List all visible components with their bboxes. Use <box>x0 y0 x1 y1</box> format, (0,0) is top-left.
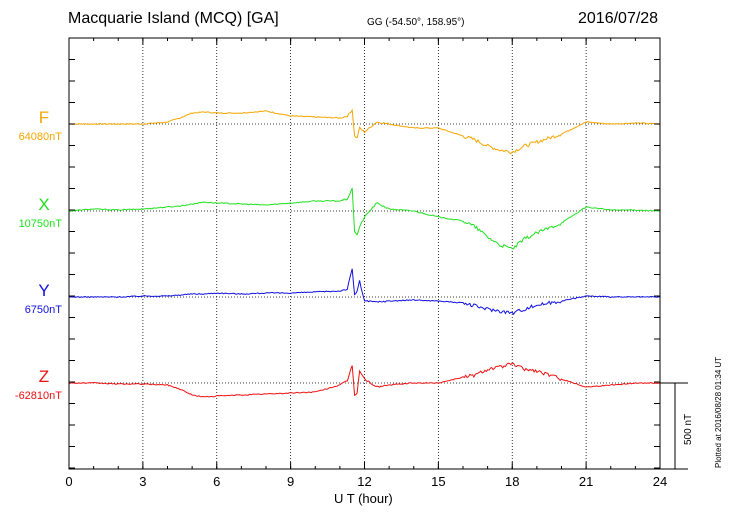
x-tick-label: 21 <box>579 474 593 489</box>
station-coordinates: GG (-54.50°, 158.95°) <box>367 17 465 28</box>
chart-date: 2016/07/28 <box>578 10 659 27</box>
series-name-y: Y <box>38 281 49 300</box>
series-name-f: F <box>39 108 49 127</box>
series-labels: F 64080nT X 10750nT Y 6750nT Z -62810nT <box>15 108 62 402</box>
series-baseline-z: -62810nT <box>15 390 62 402</box>
series-line-y <box>68 268 661 316</box>
x-axis-label: U T (hour) <box>334 491 393 506</box>
x-tick-label: 9 <box>287 474 294 489</box>
series-name-x: X <box>38 195 49 214</box>
x-tick-label: 6 <box>213 474 220 489</box>
x-tick-label: 12 <box>357 474 371 489</box>
series-name-z: Z <box>39 367 49 386</box>
series-line-x <box>68 187 661 250</box>
x-tick-label: 15 <box>431 474 445 489</box>
series-line-z <box>68 362 661 398</box>
plotted-timestamp: Plotted at 2016/08/28 01:34 UT <box>714 356 723 468</box>
x-tick-label: 24 <box>653 474 667 489</box>
x-tick-label: 0 <box>65 474 72 489</box>
x-tick-label: 18 <box>505 474 519 489</box>
scale-bar-label: 500 nT <box>683 413 694 445</box>
x-tick-label: 3 <box>139 474 146 489</box>
chart-title: Macquarie Island (MCQ) [GA] <box>68 10 279 27</box>
series-traces <box>68 108 661 398</box>
grid-lines <box>69 38 660 469</box>
series-baseline-x: 10750nT <box>19 218 63 230</box>
scale-bar <box>660 382 688 470</box>
series-baseline-f: 64080nT <box>19 131 63 143</box>
series-baseline-y: 6750nT <box>25 304 63 316</box>
series-line-f <box>68 108 661 155</box>
x-ticks: 0 3 6 9 12 15 18 21 24 <box>65 37 667 489</box>
